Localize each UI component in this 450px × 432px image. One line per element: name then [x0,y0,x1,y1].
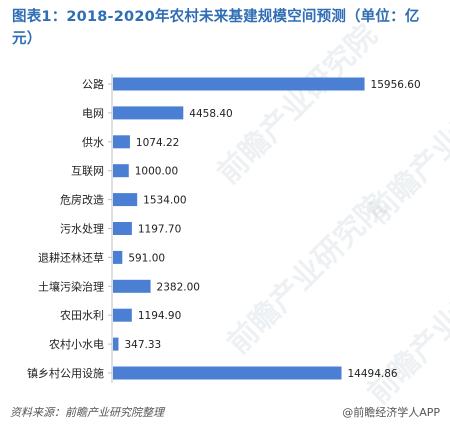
category-label: 土壤污染治理 [38,279,104,293]
bar [113,135,130,149]
data-label: 1197.70 [138,224,181,236]
category-label: 镇乡村公用设施 [27,366,104,380]
bar [113,366,342,380]
bar [113,279,151,293]
category-label: 危房改造 [60,193,104,207]
brand-note: @前瞻经济学人APP [342,406,440,419]
data-label: 347.33 [124,339,161,351]
data-label: 4458.40 [189,108,232,120]
bar [113,77,365,91]
category-label: 退耕还林还草 [38,250,104,264]
chart-title: 图表1：2018-2020年农村未来基建规模空间预测（单位：亿 元） [12,6,438,50]
chart-title-line-2: 元） [12,31,42,47]
source-note: 资料来源：前瞻产业研究院整理 [10,406,164,419]
data-label: 591.00 [128,252,165,264]
bar [113,337,119,351]
data-label: 15956.60 [371,79,421,91]
data-label: 14494.86 [348,368,398,380]
bar [113,193,138,207]
category-label: 公路 [82,78,104,91]
bar [113,222,132,235]
bar [113,308,132,322]
category-label: 污水处理 [60,223,104,236]
chart-title-line-1: 图表1：2018-2020年农村未来基建规模空间预测（单位：亿 [12,9,420,25]
category-label: 供水 [82,135,104,149]
data-label: 1074.22 [136,137,179,149]
category-label: 农田水利 [60,308,104,322]
bar [113,106,184,120]
data-label: 2382.00 [157,281,200,293]
bar [113,250,123,264]
chart-footer: 资料来源：前瞻产业研究院整理 @前瞻经济学人APP [10,404,440,422]
category-label: 农村小水电 [49,337,104,351]
data-label: 1194.90 [138,310,181,322]
category-label: 互联网 [71,165,104,178]
category-label: 电网 [82,107,104,120]
bar [113,164,129,178]
data-label: 1000.00 [135,166,178,178]
data-label: 1534.00 [143,195,186,207]
